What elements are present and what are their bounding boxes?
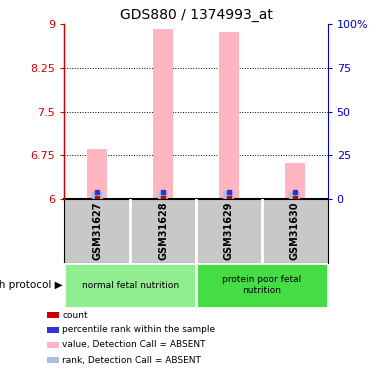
Text: count: count — [62, 310, 88, 320]
Text: GSM31628: GSM31628 — [158, 201, 168, 260]
Bar — [289, 192, 300, 199]
Bar — [64, 262, 196, 308]
Text: growth protocol ▶: growth protocol ▶ — [0, 280, 63, 290]
Bar — [285, 163, 305, 199]
Bar — [196, 262, 328, 308]
Bar — [92, 192, 103, 199]
Text: value, Detection Call = ABSENT: value, Detection Call = ABSENT — [62, 340, 206, 350]
Bar — [223, 191, 234, 199]
Text: normal fetal nutrition: normal fetal nutrition — [82, 280, 179, 290]
Text: GSM31627: GSM31627 — [92, 201, 102, 260]
Bar — [158, 191, 168, 199]
Text: GSM31630: GSM31630 — [290, 201, 300, 260]
Text: percentile rank within the sample: percentile rank within the sample — [62, 326, 216, 334]
Title: GDS880 / 1374993_at: GDS880 / 1374993_at — [120, 8, 272, 22]
Bar — [87, 149, 107, 199]
Bar — [219, 32, 239, 199]
Text: protein poor fetal
nutrition: protein poor fetal nutrition — [222, 275, 301, 295]
Bar — [153, 29, 173, 199]
Text: rank, Detection Call = ABSENT: rank, Detection Call = ABSENT — [62, 356, 201, 364]
Text: GSM31629: GSM31629 — [224, 201, 234, 260]
